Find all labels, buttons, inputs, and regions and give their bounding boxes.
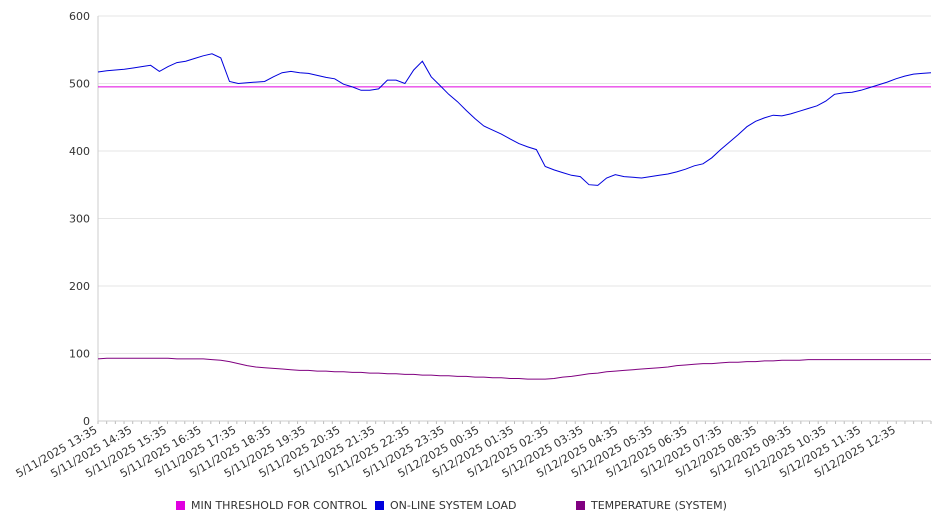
legend-swatch-min-threshold <box>176 500 185 510</box>
legend-swatch-online-load <box>375 500 384 510</box>
y-tick-label: 300 <box>69 213 90 226</box>
legend: MIN THRESHOLD FOR CONTROL ON-LINE SYSTEM… <box>0 497 946 515</box>
legend-item-min-threshold[interactable]: MIN THRESHOLD FOR CONTROL <box>176 497 367 513</box>
series-lines <box>97 53 932 380</box>
y-tick-label: 100 <box>69 348 90 361</box>
y-tick-label: 600 <box>69 10 90 23</box>
legend-item-online-load[interactable]: ON-LINE SYSTEM LOAD <box>375 497 516 513</box>
legend-label-online-load: ON-LINE SYSTEM LOAD <box>390 498 517 512</box>
y-tick-label: 0 <box>83 415 90 428</box>
y-tick-label: 500 <box>69 78 90 91</box>
grid-lines <box>98 15 931 354</box>
legend-item-temperature[interactable]: TEMPERATURE (SYSTEM) <box>576 497 727 513</box>
x-axis-ticks: 5/11/2025 13:355/11/2025 14:355/11/2025 … <box>14 421 932 480</box>
legend-label-temperature: TEMPERATURE (SYSTEM) <box>591 498 727 512</box>
y-axis-ticks: 0 100 200 300 400 500 600 <box>69 10 90 428</box>
legend-label-min-threshold: MIN THRESHOLD FOR CONTROL <box>191 498 367 512</box>
legend-swatch-temperature <box>576 500 585 510</box>
series-line-temperature <box>97 357 931 380</box>
y-tick-label: 200 <box>69 280 90 293</box>
series-line-online-load <box>97 53 932 186</box>
y-tick-label: 400 <box>69 145 90 158</box>
